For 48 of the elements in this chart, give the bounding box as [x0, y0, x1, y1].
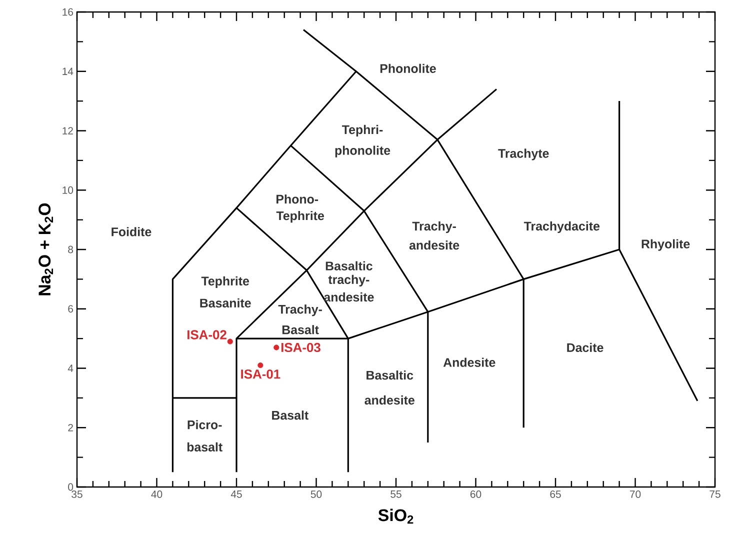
series-label: ISA-01	[241, 369, 280, 379]
annotation: Basaltic	[366, 370, 414, 380]
x-tick-label: 35	[72, 490, 82, 498]
annotation: andesite	[364, 395, 414, 405]
x-tick-label: 75	[710, 490, 720, 498]
x-tick-label: 60	[470, 490, 482, 498]
annotation: Dacite	[567, 342, 604, 352]
x-tick-label: 45	[230, 490, 242, 498]
annotation: Trachydacite	[524, 221, 600, 234]
y-tick-label: 14	[62, 68, 74, 75]
y-tick-label: 12	[62, 127, 73, 134]
annotation: Rhyolite	[642, 239, 690, 251]
x-tick-label: 70	[630, 490, 641, 498]
annotation: basalt	[187, 442, 222, 452]
y-tick-label: 4	[68, 364, 74, 372]
y-tick-label: 10	[62, 186, 74, 194]
annotation: Basanite	[200, 298, 251, 308]
annotation: Picro-	[188, 420, 222, 430]
y-axis-title: Na$_{2}$O + K$_{2}$O	[38, 203, 54, 296]
x-tick-label: 55	[390, 490, 402, 498]
annotation: andesite	[409, 240, 460, 250]
y-tick-label: 16	[62, 8, 74, 16]
annotation: Phono-	[276, 194, 318, 204]
x-tick-label: 65	[550, 490, 561, 498]
y-tick-label: 2	[68, 424, 73, 432]
annotation: Phonolite	[380, 64, 436, 73]
y-tick-label: 6	[68, 305, 74, 313]
annotation: andesite	[324, 292, 374, 302]
x-tick-label: 40	[151, 490, 162, 498]
y-tick-label: 8	[68, 246, 74, 254]
annotation: Tephrite	[276, 211, 324, 223]
annotation: Trachy-	[412, 221, 456, 234]
annotation: phonolite	[335, 146, 390, 158]
annotation: Basalt	[282, 325, 319, 334]
annotation: Foidite	[112, 227, 152, 236]
x-axis-title: SiO$_{2}$	[378, 508, 414, 524]
annotation: Tephrite	[201, 276, 250, 288]
series-label: ISA-03	[281, 342, 320, 352]
annotation: Tephri-	[342, 124, 383, 137]
x-tick-label: 50	[310, 490, 322, 498]
y-tick-label: 0	[68, 483, 74, 491]
annotation: Basalt	[272, 410, 308, 420]
annotation: Basaltic	[326, 261, 372, 270]
series-label: ISA-02	[187, 330, 226, 340]
annotation: Trachyte	[498, 148, 549, 160]
annotation: Andesite	[443, 358, 496, 367]
annotation: Trachy-	[278, 304, 322, 316]
annotation: trachy-	[328, 274, 370, 286]
